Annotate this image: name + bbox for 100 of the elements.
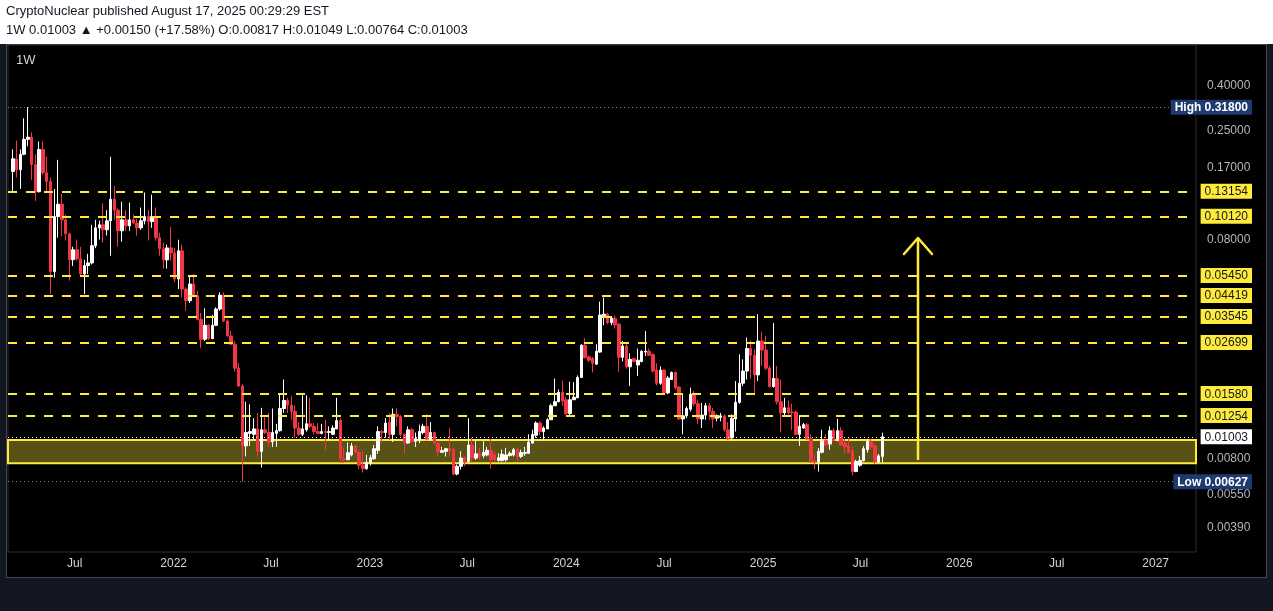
candlestick bbox=[339, 417, 342, 464]
candlestick bbox=[147, 209, 150, 241]
chart-title: CryptoNuclear published August 17, 2025 00:29:29 EST bbox=[6, 3, 330, 18]
candlestick bbox=[301, 394, 304, 437]
candlestick bbox=[516, 447, 519, 462]
candlestick bbox=[719, 412, 722, 422]
candlestick bbox=[504, 447, 508, 462]
candlestick bbox=[459, 450, 463, 471]
candlestick bbox=[700, 402, 704, 429]
chart-subtitle: 1W 0.01003 ▲ +0.00150 (+17.58%) O:0.00817 H:0.01049 L:0.00764 C:0.01003 bbox=[6, 22, 468, 37]
candlestick bbox=[568, 381, 572, 417]
candlestick bbox=[470, 437, 474, 462]
candlestick bbox=[267, 412, 271, 448]
candlestick bbox=[440, 446, 444, 454]
y-tick-label: 0.40000 bbox=[1207, 78, 1251, 93]
x-tick-label: Jul bbox=[1049, 556, 1065, 570]
x-tick-label: 2024 bbox=[552, 556, 580, 570]
candlestick bbox=[760, 331, 764, 367]
candlestick bbox=[538, 420, 542, 436]
y-tick-label: 0.17000 bbox=[1207, 159, 1251, 174]
ref-line-label: 0.04419 bbox=[1204, 288, 1249, 303]
candlestick bbox=[192, 273, 195, 299]
candlestick bbox=[715, 413, 719, 422]
candlestick bbox=[177, 239, 180, 290]
candlestick bbox=[636, 348, 640, 377]
ref-line-label: 0.10120 bbox=[1204, 209, 1249, 224]
candlestick bbox=[854, 459, 858, 473]
ref-line-label: Low 0.00627 bbox=[1177, 474, 1249, 489]
candlestick bbox=[662, 368, 666, 395]
ref-line-label: 0.01580 bbox=[1204, 386, 1249, 401]
candlestick bbox=[756, 313, 760, 382]
candlestick bbox=[628, 352, 632, 387]
candlestick bbox=[591, 356, 594, 373]
x-tick-label: Jul bbox=[67, 556, 83, 570]
x-tick-label: Jul bbox=[852, 556, 869, 570]
candlestick bbox=[388, 412, 391, 441]
ref-line-label: 0.03545 bbox=[1204, 309, 1249, 324]
candlestick bbox=[410, 427, 414, 444]
candlestick bbox=[497, 452, 500, 462]
candlestick bbox=[101, 202, 105, 244]
candlestick bbox=[873, 442, 877, 465]
candlestick bbox=[625, 343, 628, 370]
candlestick bbox=[37, 140, 41, 193]
candlestick bbox=[772, 322, 775, 389]
candlestick bbox=[316, 422, 320, 435]
candlestick bbox=[256, 412, 259, 457]
candlestick bbox=[610, 315, 613, 326]
candlestick bbox=[519, 449, 523, 459]
candlestick bbox=[365, 454, 368, 471]
candlestick bbox=[790, 403, 794, 431]
candlestick bbox=[512, 447, 515, 457]
candlestick bbox=[15, 140, 18, 179]
candlestick bbox=[659, 365, 662, 386]
candlestick bbox=[482, 440, 485, 459]
candlestick bbox=[324, 419, 327, 451]
candlestick bbox=[508, 450, 512, 457]
candlestick bbox=[463, 455, 466, 467]
annotation: 1W bbox=[16, 52, 37, 67]
candlestick bbox=[681, 393, 685, 435]
candlestick bbox=[380, 429, 384, 444]
candlestick bbox=[478, 447, 481, 461]
candlestick bbox=[361, 450, 365, 474]
x-tick-label: Jul bbox=[656, 556, 672, 570]
candlestick bbox=[632, 357, 636, 363]
candlestick bbox=[783, 397, 786, 416]
ref-line-label: 0.02699 bbox=[1204, 335, 1249, 350]
candlestick bbox=[621, 340, 624, 362]
y-tick-label: 0.00800 bbox=[1207, 451, 1251, 466]
candlestick bbox=[474, 439, 478, 461]
candlestick bbox=[120, 201, 124, 243]
y-tick-label: 0.00390 bbox=[1207, 519, 1251, 534]
candlestick bbox=[489, 438, 493, 470]
ref-line-label: 0.01254 bbox=[1204, 408, 1249, 423]
ref-line-label: High 0.31800 bbox=[1174, 100, 1249, 115]
candlestick bbox=[203, 307, 207, 342]
candlestick bbox=[346, 441, 350, 461]
candlestick bbox=[207, 323, 210, 341]
candlestick bbox=[666, 375, 670, 395]
candlestick bbox=[188, 274, 192, 304]
y-tick-label: 0.08000 bbox=[1207, 231, 1251, 246]
x-tick-label: 2022 bbox=[160, 556, 188, 570]
candlestick bbox=[425, 413, 429, 441]
candlestick bbox=[583, 337, 587, 360]
x-tick-label: Jul bbox=[263, 556, 279, 570]
candlestick bbox=[71, 246, 75, 267]
candlestick bbox=[500, 449, 504, 462]
candlestick bbox=[305, 394, 308, 433]
candlestick bbox=[832, 427, 835, 442]
candlestick bbox=[109, 156, 112, 257]
candlestick bbox=[124, 209, 128, 232]
x-tick-label: 2023 bbox=[356, 556, 384, 570]
candlestick bbox=[357, 449, 361, 470]
candlestick bbox=[824, 433, 828, 447]
candlestick bbox=[444, 447, 448, 457]
y-tick-label: 0.25000 bbox=[1207, 123, 1251, 138]
x-tick-label: 2025 bbox=[749, 556, 777, 570]
candlestick bbox=[150, 194, 154, 229]
x-tick-label: Jul bbox=[459, 556, 475, 570]
candlestick bbox=[135, 218, 139, 237]
x-tick-label: 2026 bbox=[946, 556, 974, 570]
